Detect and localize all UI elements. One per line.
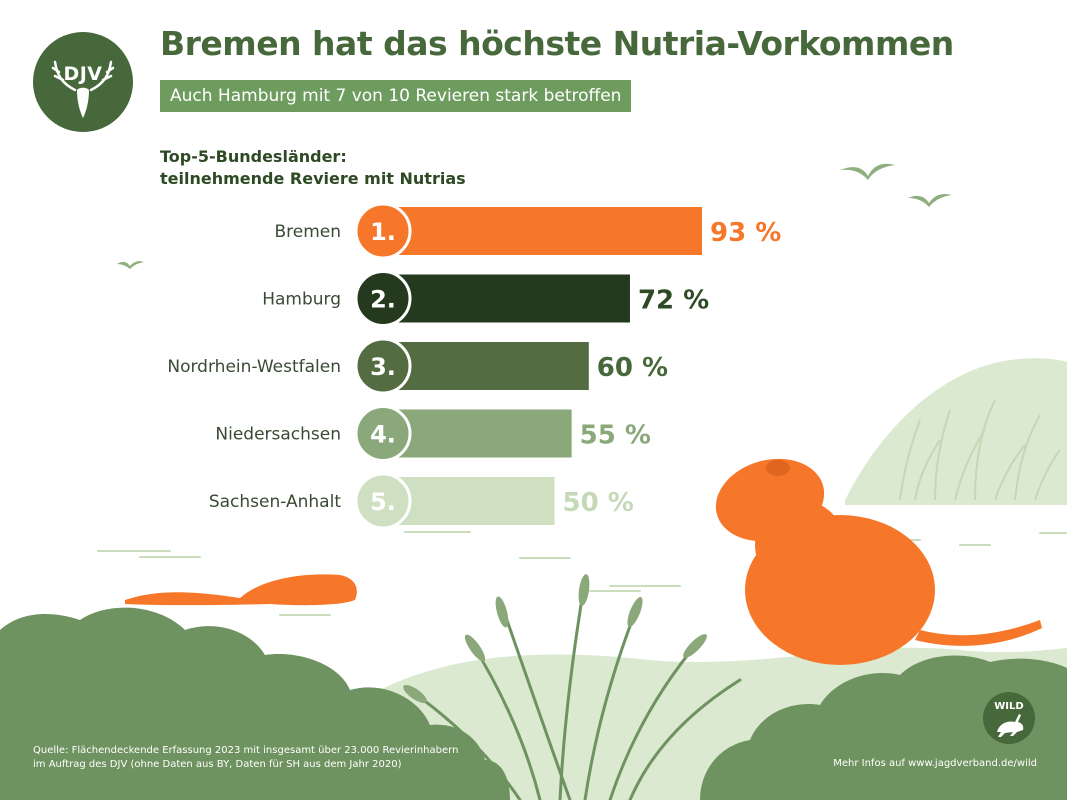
rank-label-1: 1. [370, 218, 396, 246]
chart-heading-line-2: teilnehmende Reviere mit Nutrias [160, 169, 466, 188]
value-label-3: 60 % [597, 353, 668, 383]
rank-circle-2 [354, 270, 412, 327]
chart-heading: Top-5-Bundesländer: teilnehmende Reviere… [160, 146, 466, 190]
wild-badge: WILD [983, 692, 1035, 744]
value-label-5: 50 % [563, 488, 634, 518]
rank-label-4: 4. [370, 421, 396, 449]
swimming-nutria [125, 574, 357, 606]
djv-logo: DJV [33, 32, 133, 132]
bar-5 [383, 477, 555, 525]
hill-right [845, 358, 1067, 505]
standing-nutria [715, 458, 1042, 665]
rank-circle-5 [354, 472, 412, 530]
hare-icon [997, 714, 1024, 737]
value-label-2: 72 % [638, 286, 709, 316]
bird-3 [117, 261, 144, 269]
rank-circle-1 [354, 202, 412, 260]
bird-1 [840, 163, 895, 180]
category-label-1: Bremen [274, 222, 341, 242]
category-label-4: Niedersachsen [215, 425, 341, 445]
value-label-4: 55 % [580, 421, 651, 451]
chart-heading-line-1: Top-5-Bundesländer: [160, 147, 347, 166]
rank-label-2: 2. [370, 286, 396, 314]
bird-2 [908, 194, 952, 207]
rank-circle-4 [354, 405, 412, 462]
category-label-3: Nordrhein-Westfalen [167, 357, 341, 377]
deer-antlers-icon [51, 60, 115, 118]
bush-left [0, 607, 510, 800]
source-note: Quelle: Flächendeckende Erfassung 2023 m… [33, 744, 458, 772]
more-info-link[interactable]: Mehr Infos auf www.jagdverband.de/wild [833, 758, 1037, 769]
category-label-5: Sachsen-Anhalt [209, 492, 341, 512]
source-line-1: Quelle: Flächendeckende Erfassung 2023 m… [33, 745, 459, 756]
rank-circle-3 [354, 337, 412, 395]
wild-badge-text: WILD [994, 701, 1024, 712]
source-line-2: im Auftrag des DJV (ohne Daten aus BY, D… [33, 759, 402, 770]
value-label-1: 93 % [710, 218, 781, 248]
subtitle-banner: Auch Hamburg mit 7 von 10 Revieren stark… [160, 80, 632, 112]
logo-text: DJV [63, 63, 103, 85]
bar-4 [383, 409, 572, 458]
bar-2 [383, 274, 630, 323]
bar-3 [383, 342, 589, 390]
category-label-2: Hamburg [262, 290, 341, 310]
page-title: Bremen hat das höchste Nutria-Vorkommen [160, 24, 954, 63]
bar-1 [383, 207, 702, 255]
bush-right [700, 655, 1067, 800]
rank-label-5: 5. [370, 488, 396, 516]
rank-label-3: 3. [370, 353, 396, 381]
